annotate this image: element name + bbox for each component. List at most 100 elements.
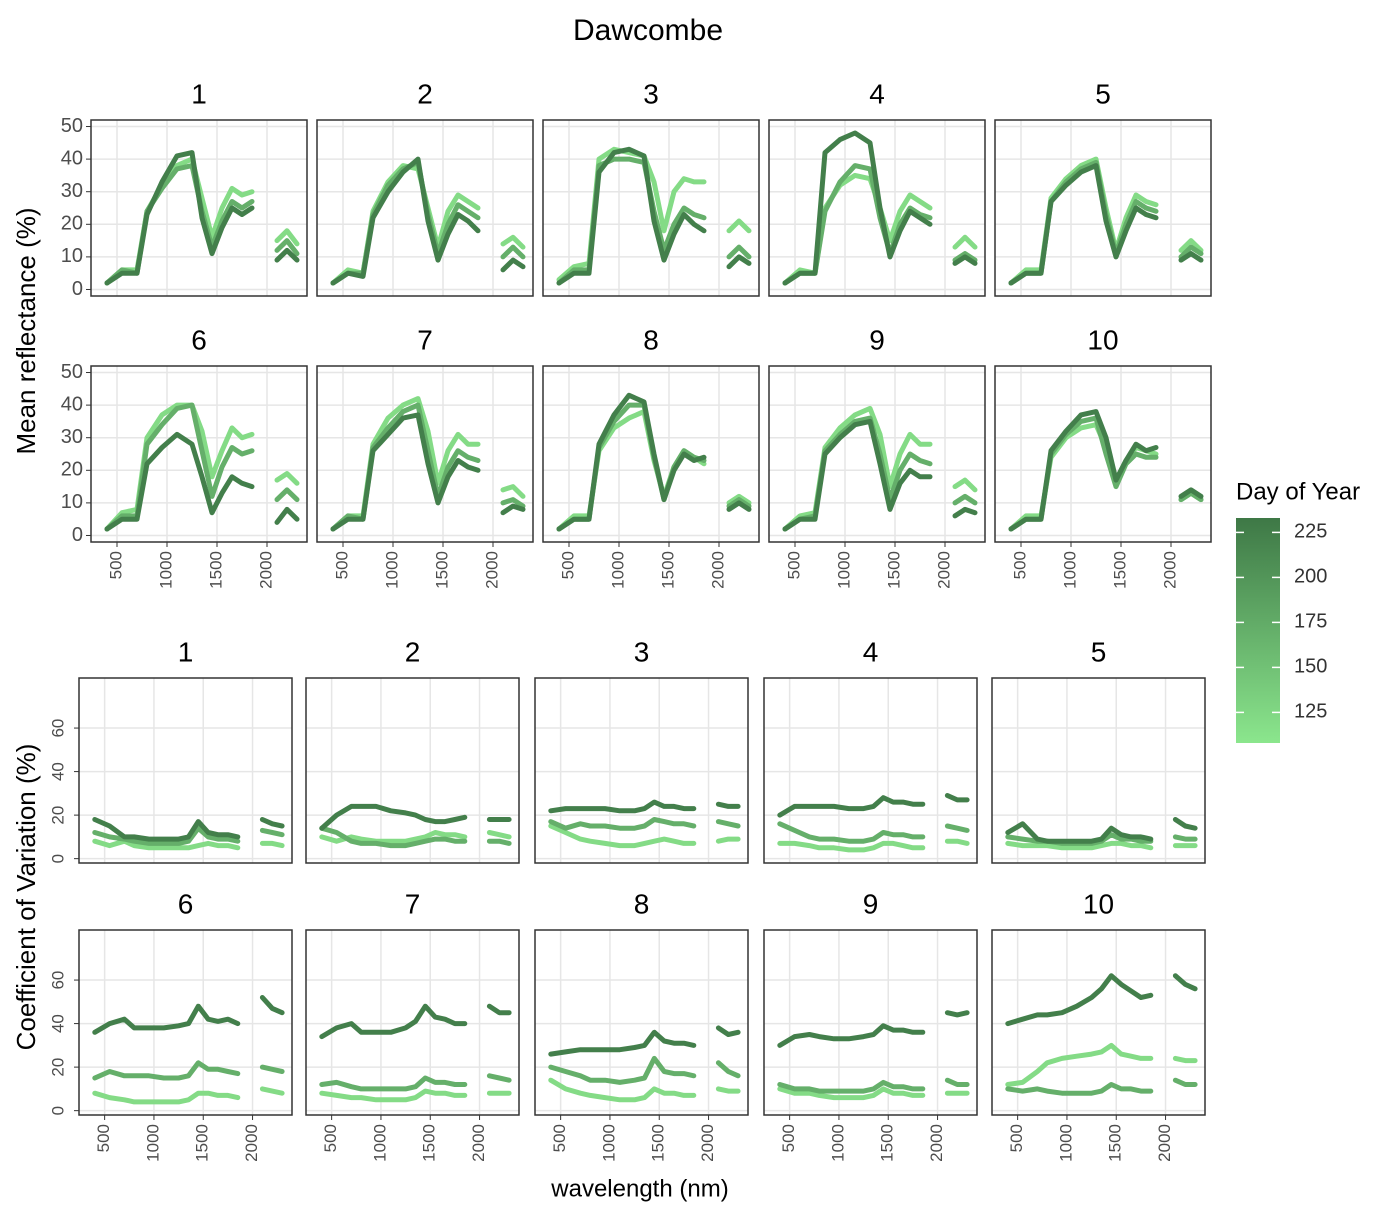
panel-border bbox=[763, 929, 978, 1116]
y-tick-label: 20 bbox=[48, 806, 67, 825]
panel-border bbox=[991, 929, 1206, 1116]
x-tick-label: 1500 bbox=[420, 1124, 439, 1162]
panel-title: 9 bbox=[863, 888, 879, 919]
panel-background bbox=[992, 678, 1205, 863]
x-tick-label: 1500 bbox=[658, 551, 677, 589]
panel-title: 1 bbox=[191, 78, 207, 109]
series-line bbox=[319, 830, 512, 844]
series-line bbox=[319, 825, 512, 849]
colorbar-label: 175 bbox=[1294, 611, 1327, 633]
series-line bbox=[1005, 840, 1198, 851]
series-line bbox=[777, 1077, 970, 1094]
y-tick-label: 20 bbox=[61, 459, 83, 481]
x-tick-label: 1000 bbox=[828, 1124, 847, 1162]
y-tick-label: 60 bbox=[48, 719, 67, 738]
series-line bbox=[1008, 163, 1204, 286]
x-tick-label: 1500 bbox=[884, 551, 903, 589]
chart-title: Dawcombe bbox=[573, 14, 723, 47]
panel-border bbox=[763, 677, 978, 864]
x-tick-label: 500 bbox=[550, 1124, 569, 1152]
panel-background bbox=[306, 678, 519, 863]
x-tick-label: 1000 bbox=[1060, 551, 1079, 589]
panel-title: 6 bbox=[191, 324, 207, 355]
series-line bbox=[782, 130, 978, 286]
panel-border bbox=[991, 677, 1206, 864]
panel-title: 4 bbox=[863, 636, 879, 667]
series-line bbox=[92, 1086, 285, 1105]
panel-border bbox=[305, 929, 520, 1116]
x-tick-label: 2000 bbox=[1160, 551, 1179, 589]
panel-border bbox=[78, 929, 293, 1116]
y-tick-label: 50 bbox=[61, 115, 83, 137]
panel-border bbox=[534, 677, 749, 864]
panel-border bbox=[316, 119, 534, 297]
colorbar-label: 150 bbox=[1294, 656, 1327, 678]
x-tick-label: 500 bbox=[106, 551, 125, 579]
panel-title: 7 bbox=[405, 888, 421, 919]
x-tick-label: 500 bbox=[784, 551, 803, 579]
panel-border bbox=[542, 119, 760, 297]
series-line bbox=[104, 150, 300, 286]
panel-border bbox=[90, 365, 308, 543]
panel-title: 3 bbox=[643, 78, 659, 109]
x-tick-label: 1000 bbox=[599, 1124, 618, 1162]
series-line bbox=[319, 1073, 512, 1092]
panel-title: 3 bbox=[634, 636, 650, 667]
y-tick-label: 0 bbox=[48, 854, 67, 863]
x-tick-label: 2000 bbox=[708, 551, 727, 589]
panel-border bbox=[78, 677, 293, 864]
panel-border bbox=[90, 119, 308, 297]
panel-title: 8 bbox=[643, 324, 659, 355]
x-tick-label: 2000 bbox=[482, 551, 501, 589]
y-tick-label: 40 bbox=[61, 393, 83, 415]
x-tick-label: 1500 bbox=[1106, 1124, 1125, 1162]
series-line bbox=[1008, 409, 1204, 532]
x-tick-label: 500 bbox=[779, 1124, 798, 1152]
series-line bbox=[92, 995, 285, 1035]
panel-background bbox=[535, 930, 748, 1115]
series-line bbox=[330, 412, 526, 532]
panel-title: 6 bbox=[178, 888, 194, 919]
panel-border bbox=[768, 119, 986, 297]
series-line bbox=[548, 823, 741, 849]
x-tick-label: 2000 bbox=[1155, 1124, 1174, 1162]
series-line bbox=[777, 1010, 970, 1048]
series-line bbox=[548, 799, 741, 814]
x-tick-label: 1000 bbox=[156, 551, 175, 589]
legend-title: Day of Year bbox=[1236, 478, 1360, 505]
y-tick-label: 20 bbox=[61, 213, 83, 235]
panel-title: 7 bbox=[417, 324, 433, 355]
series-line bbox=[548, 1055, 741, 1085]
panel-title: 10 bbox=[1087, 324, 1118, 355]
colorbar bbox=[1236, 518, 1280, 743]
panel-border bbox=[542, 365, 760, 543]
y-tick-label: 60 bbox=[48, 971, 67, 990]
y-axis-title: Coefficient of Variation (%) bbox=[11, 744, 41, 1051]
series-line bbox=[777, 838, 970, 853]
panel-title: 5 bbox=[1091, 636, 1107, 667]
panel-border bbox=[994, 365, 1212, 543]
panel-background bbox=[764, 930, 977, 1115]
series-line bbox=[548, 1077, 741, 1103]
series-line bbox=[319, 803, 512, 831]
panel-title: 2 bbox=[417, 78, 433, 109]
panel-background bbox=[992, 930, 1205, 1115]
y-tick-label: 0 bbox=[72, 278, 83, 300]
x-tick-label: 500 bbox=[1007, 1124, 1026, 1152]
series-line bbox=[777, 793, 970, 818]
series-line bbox=[319, 1088, 512, 1103]
colorbar-label: 225 bbox=[1294, 521, 1327, 543]
y-tick-label: 10 bbox=[61, 245, 83, 267]
x-tick-label: 1000 bbox=[143, 1124, 162, 1162]
panel-title: 2 bbox=[405, 636, 421, 667]
x-tick-label: 2000 bbox=[469, 1124, 488, 1162]
series-line bbox=[1005, 973, 1198, 1027]
series-line bbox=[1005, 1077, 1198, 1096]
panel-background bbox=[764, 678, 977, 863]
series-line bbox=[548, 817, 741, 831]
x-tick-label: 500 bbox=[94, 1124, 113, 1152]
y-axis-title: Mean reflectance (%) bbox=[11, 207, 41, 454]
panel-border bbox=[316, 365, 534, 543]
series-line bbox=[1005, 1042, 1198, 1087]
